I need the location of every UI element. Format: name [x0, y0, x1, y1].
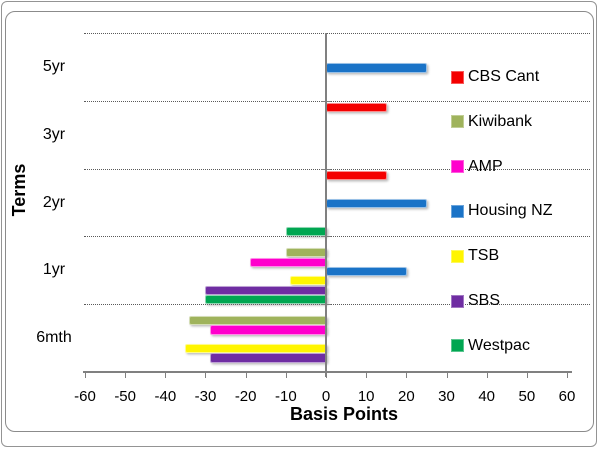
x-axis-line — [83, 371, 572, 373]
x-tick-label: -40 — [154, 388, 177, 405]
bar-tsb — [185, 344, 327, 354]
bar-tsb — [289, 276, 327, 286]
x-axis-tick — [567, 373, 568, 378]
bar-kiwibank — [189, 315, 327, 326]
legend-label: Kiwibank — [468, 112, 533, 130]
x-axis-tick — [205, 373, 207, 378]
bar-cbs-cant — [326, 171, 388, 181]
bar-housing-nz — [326, 63, 428, 73]
legend-marker-housing-nz — [451, 204, 464, 218]
x-tick-label: 50 — [518, 388, 536, 405]
x-tick-label: -10 — [274, 388, 297, 405]
gridline — [84, 33, 590, 34]
x-axis-tick — [366, 373, 368, 378]
legend-label: Westpac — [468, 336, 530, 354]
gridline — [84, 100, 590, 102]
x-tick-label: -20 — [234, 388, 257, 405]
bar-amp — [209, 325, 327, 335]
bar-westpac — [285, 227, 327, 237]
category-label: 6mth — [36, 329, 72, 347]
legend-label: TSB — [468, 247, 500, 265]
zero-axis-line — [325, 33, 327, 377]
x-axis-title: Basis Points — [289, 404, 399, 424]
category-label: 5yr — [42, 57, 66, 75]
y-axis-title: Terms — [9, 163, 29, 217]
bar-sbs — [205, 285, 327, 295]
legend-marker-westpac — [451, 339, 464, 353]
x-axis-tick — [125, 373, 127, 378]
legend-marker-sbs — [451, 294, 464, 308]
legend-marker-amp — [451, 160, 464, 174]
x-tick-label: 0 — [321, 388, 331, 405]
x-axis-tick — [165, 373, 167, 378]
category-axis-tick — [321, 100, 331, 102]
x-tick-label: 30 — [438, 388, 455, 405]
bar-housing-nz — [326, 199, 428, 209]
category-label: 2yr — [42, 193, 66, 211]
legend-marker-kiwibank — [451, 115, 464, 129]
category-label: 1yr — [42, 261, 66, 279]
x-axis-tick — [326, 373, 327, 378]
bar-sbs — [209, 353, 327, 363]
gridline — [84, 236, 590, 238]
bar-housing-nz — [326, 266, 408, 277]
bar-amp — [249, 257, 327, 267]
x-axis-tick — [84, 373, 86, 378]
category-label: 3yr — [42, 125, 66, 143]
x-axis-tick — [285, 373, 287, 378]
legend-label: SBS — [468, 292, 501, 310]
category-axis-tick — [321, 236, 331, 238]
category-axis-tick — [321, 168, 331, 170]
legend-label: CBS Cant — [468, 68, 540, 85]
gridline — [84, 304, 590, 306]
x-axis-tick — [526, 373, 528, 378]
x-axis-tick — [245, 373, 247, 378]
bar-cbs-cant — [326, 103, 388, 113]
x-tick-label: 10 — [357, 388, 375, 405]
x-tick-label: 20 — [397, 388, 415, 405]
x-tick-label: -50 — [114, 388, 136, 405]
x-tick-label: 60 — [558, 388, 576, 405]
legend-marker-cbs-cant — [451, 70, 464, 84]
x-tick-label: 40 — [478, 388, 495, 405]
x-axis-tick — [486, 373, 488, 378]
x-axis-tick — [446, 373, 448, 378]
category-axis-tick — [321, 304, 331, 306]
x-tick-label: -30 — [194, 388, 217, 405]
bar-kiwibank — [285, 248, 327, 258]
legend-marker-tsb — [451, 249, 464, 263]
x-tick-label: -60 — [74, 388, 96, 405]
x-axis-tick — [406, 373, 408, 378]
gridline — [84, 168, 590, 170]
legend-label: AMP — [468, 157, 503, 175]
bar-westpac — [205, 294, 327, 305]
legend-label: Housing NZ — [468, 202, 553, 220]
